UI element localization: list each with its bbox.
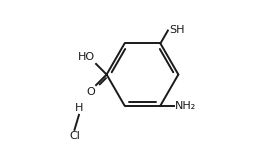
Text: HO: HO <box>78 52 95 62</box>
Text: SH: SH <box>169 25 185 35</box>
Text: Cl: Cl <box>69 131 80 141</box>
Text: NH₂: NH₂ <box>175 101 197 111</box>
Text: H: H <box>75 103 83 113</box>
Text: O: O <box>87 87 95 97</box>
